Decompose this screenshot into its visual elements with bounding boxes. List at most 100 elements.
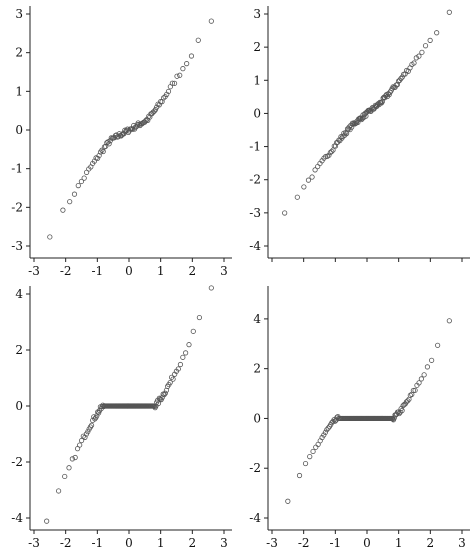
data-point [312,167,318,173]
y-tick-label: 2 [253,362,261,376]
data-point [378,100,385,106]
data-point [405,398,411,404]
y-tick-label: -2 [249,173,261,187]
data-point [151,108,157,114]
data-point [103,143,109,149]
y-tick-label: 0 [253,411,261,425]
data-point [326,152,332,158]
data-point [435,342,441,348]
data-point [321,432,327,438]
y-tick-label: -4 [249,239,261,253]
y-tick-label: 0 [15,123,23,137]
data-point [78,178,85,185]
x-tick-label: 0 [125,264,133,278]
data-point [184,61,190,67]
data-point [77,442,83,448]
y-tick-label: 1 [15,84,23,98]
data-point [196,314,203,321]
data-point [152,107,159,113]
data-point [183,350,189,356]
x-tick-label: 0 [125,536,133,550]
data-point [186,342,192,348]
x-tick-label: -3 [266,536,278,550]
data-point [313,444,319,450]
x-tick-label: -2 [60,264,72,278]
data-point [82,434,88,440]
data-point [324,427,330,433]
data-point [331,417,337,423]
data-point [44,518,50,524]
data-point [71,191,78,197]
data-point [305,177,312,183]
data-point [416,53,422,59]
data-point [190,328,196,334]
data-point [393,412,399,418]
panel-top-right: -4 -3 -2 -1 0 1 2 3 [249,6,470,262]
y-tick-label: -4 [11,511,23,525]
y-tick-label: 2 [15,46,23,60]
data-point [165,88,172,95]
data-point [325,425,331,431]
data-point [167,379,173,386]
data-point [346,124,352,130]
data-point [177,361,184,368]
y-tick-label: 2 [253,40,261,54]
data-point [294,194,300,200]
data-point [427,37,433,43]
y-tick-label: -2 [11,455,23,469]
data-point [195,37,201,43]
data-point [416,380,422,386]
data-point [188,53,195,59]
data-point [143,118,149,124]
data-point [160,95,167,101]
data-point [302,460,309,467]
y-tick-label: 4 [15,287,23,301]
data-point [429,357,435,363]
data-point [100,148,106,155]
x-tick-label: 1 [395,536,403,550]
data-point [156,102,162,108]
y-tick-label: -4 [249,511,261,525]
data-point [81,175,87,181]
x-tick-label: 2 [427,536,435,550]
y-tick-label: 0 [15,399,23,413]
data-point [282,210,288,216]
data-point [332,418,338,424]
data-point [72,454,78,461]
panel-bottom-right: -4 -2 0 2 4 -3 -2 -1 0 1 2 3 [249,286,470,550]
data-point [332,143,339,149]
data-point [391,415,397,421]
data-point [285,498,291,504]
data-point [60,207,66,213]
data-point [446,318,452,324]
x-tick-label: -1 [329,536,341,550]
data-point [174,73,180,79]
y-tick-label: -2 [249,461,261,475]
data-point [99,147,105,153]
y-tick-label: 3 [15,7,23,21]
data-point [106,141,112,147]
data-point [47,234,53,240]
x-tick-label: 3 [220,536,228,550]
data-point [410,387,416,394]
data-point [161,392,167,398]
y-tick-label: 3 [253,7,261,21]
x-tick-label: 1 [157,536,165,550]
x-tick-label: -1 [91,536,103,550]
data-point [175,366,181,372]
data-point [424,364,431,370]
data-point [419,49,425,55]
data-point [162,390,168,396]
data-point [155,400,162,406]
data-point [399,407,405,414]
x-tick-label: -2 [298,536,310,550]
data-point [66,465,72,471]
data-point [55,488,62,494]
y-tick-label: 1 [253,73,261,87]
x-tick-label: 2 [189,264,197,278]
y-tick-label: 2 [15,343,23,357]
data-point [170,376,176,382]
data-point [169,80,175,86]
y-tick-label: 0 [253,106,261,120]
